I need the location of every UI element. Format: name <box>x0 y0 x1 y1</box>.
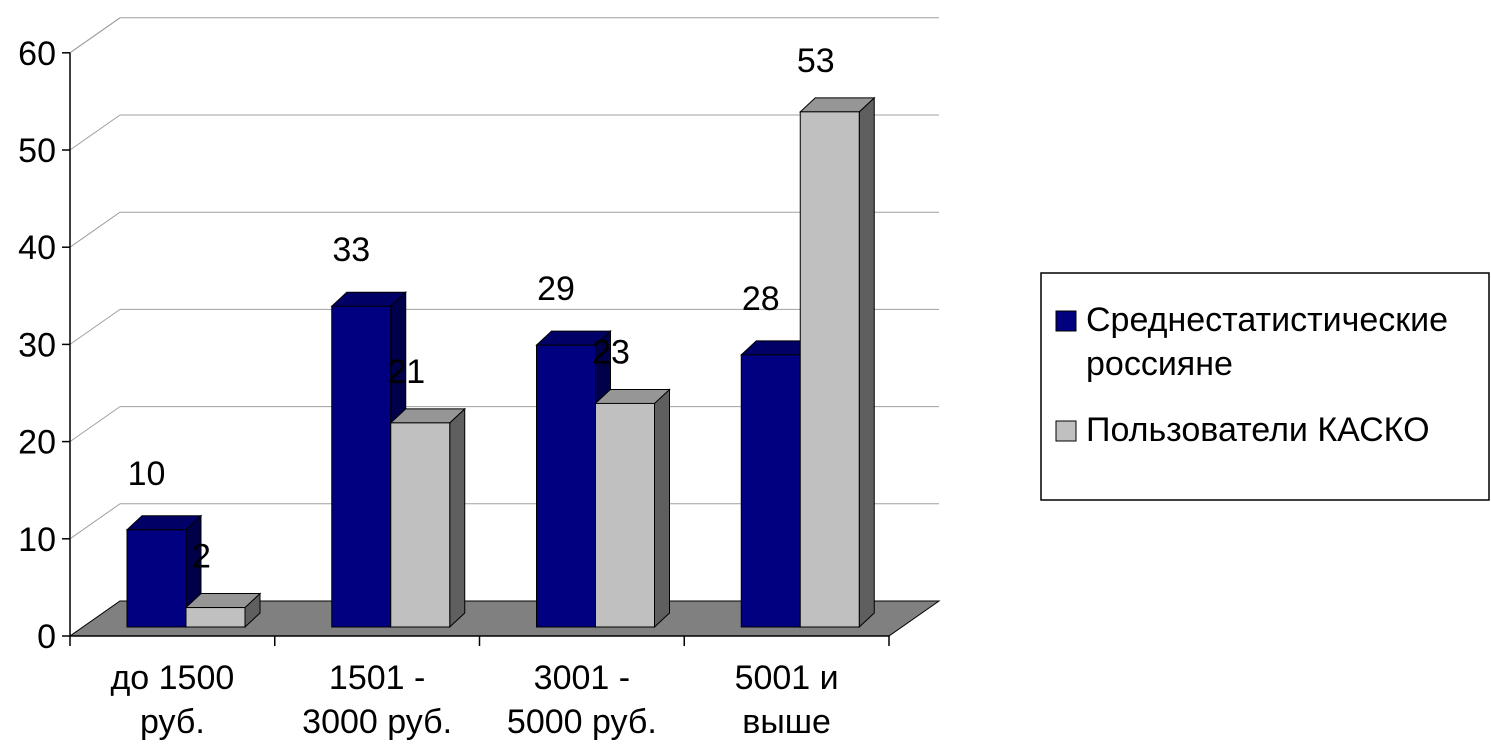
data-label: 23 <box>592 333 630 371</box>
x-tick-label: 1501 -3000 руб. <box>302 659 452 741</box>
bar-side <box>449 407 466 629</box>
y-tick-label: 40 <box>18 229 56 267</box>
bar <box>799 111 860 628</box>
x-tick-label: 3001 -5000 руб. <box>507 659 657 741</box>
gridline-side <box>69 308 121 345</box>
data-labels: 10 2 33 21 29 23 28 53 <box>128 42 835 576</box>
bar <box>536 344 596 628</box>
legend-box <box>1040 272 1490 501</box>
bar <box>740 354 801 628</box>
legend-label: Пользователи КАСКО <box>1086 411 1430 449</box>
data-label: 10 <box>128 455 166 493</box>
data-label: 28 <box>742 280 780 318</box>
y-tick-label: 10 <box>18 521 56 559</box>
bar <box>331 305 392 628</box>
gridline-side <box>69 503 121 540</box>
data-label: 2 <box>192 538 211 576</box>
bar-side <box>858 96 875 629</box>
bar <box>126 529 187 628</box>
gridline-side <box>69 406 121 443</box>
y-tick-label: 0 <box>37 618 56 656</box>
gridline-side <box>69 17 121 54</box>
axes: 0 10 20 30 40 50 60 до 1500 руб. 1501 -3000 руб. 3… <box>18 35 890 741</box>
bar <box>390 422 451 628</box>
data-label: 21 <box>387 353 425 391</box>
legend-swatch <box>1055 310 1077 332</box>
data-label: 33 <box>332 231 370 269</box>
y-tick-label: 20 <box>18 424 56 462</box>
legend: Среднестатистические россияне Пользователи… <box>1040 272 1490 501</box>
bar <box>185 607 246 628</box>
x-tick-label: до 1500 руб. <box>110 659 234 741</box>
gridline-side <box>69 114 121 151</box>
y-tick-label: 50 <box>18 132 56 170</box>
data-label: 29 <box>537 270 575 308</box>
y-tick-label: 30 <box>18 326 56 364</box>
bar <box>595 402 655 628</box>
data-label: 53 <box>797 42 835 80</box>
y-tick-label: 60 <box>18 35 56 73</box>
x-tick-label: 5001 и выше <box>735 659 839 741</box>
legend-swatch <box>1055 420 1077 442</box>
gridline-side <box>69 211 121 248</box>
bar-side <box>654 388 670 629</box>
legend-label: Среднестатистические россияне <box>1086 301 1448 383</box>
bars <box>125 96 876 629</box>
